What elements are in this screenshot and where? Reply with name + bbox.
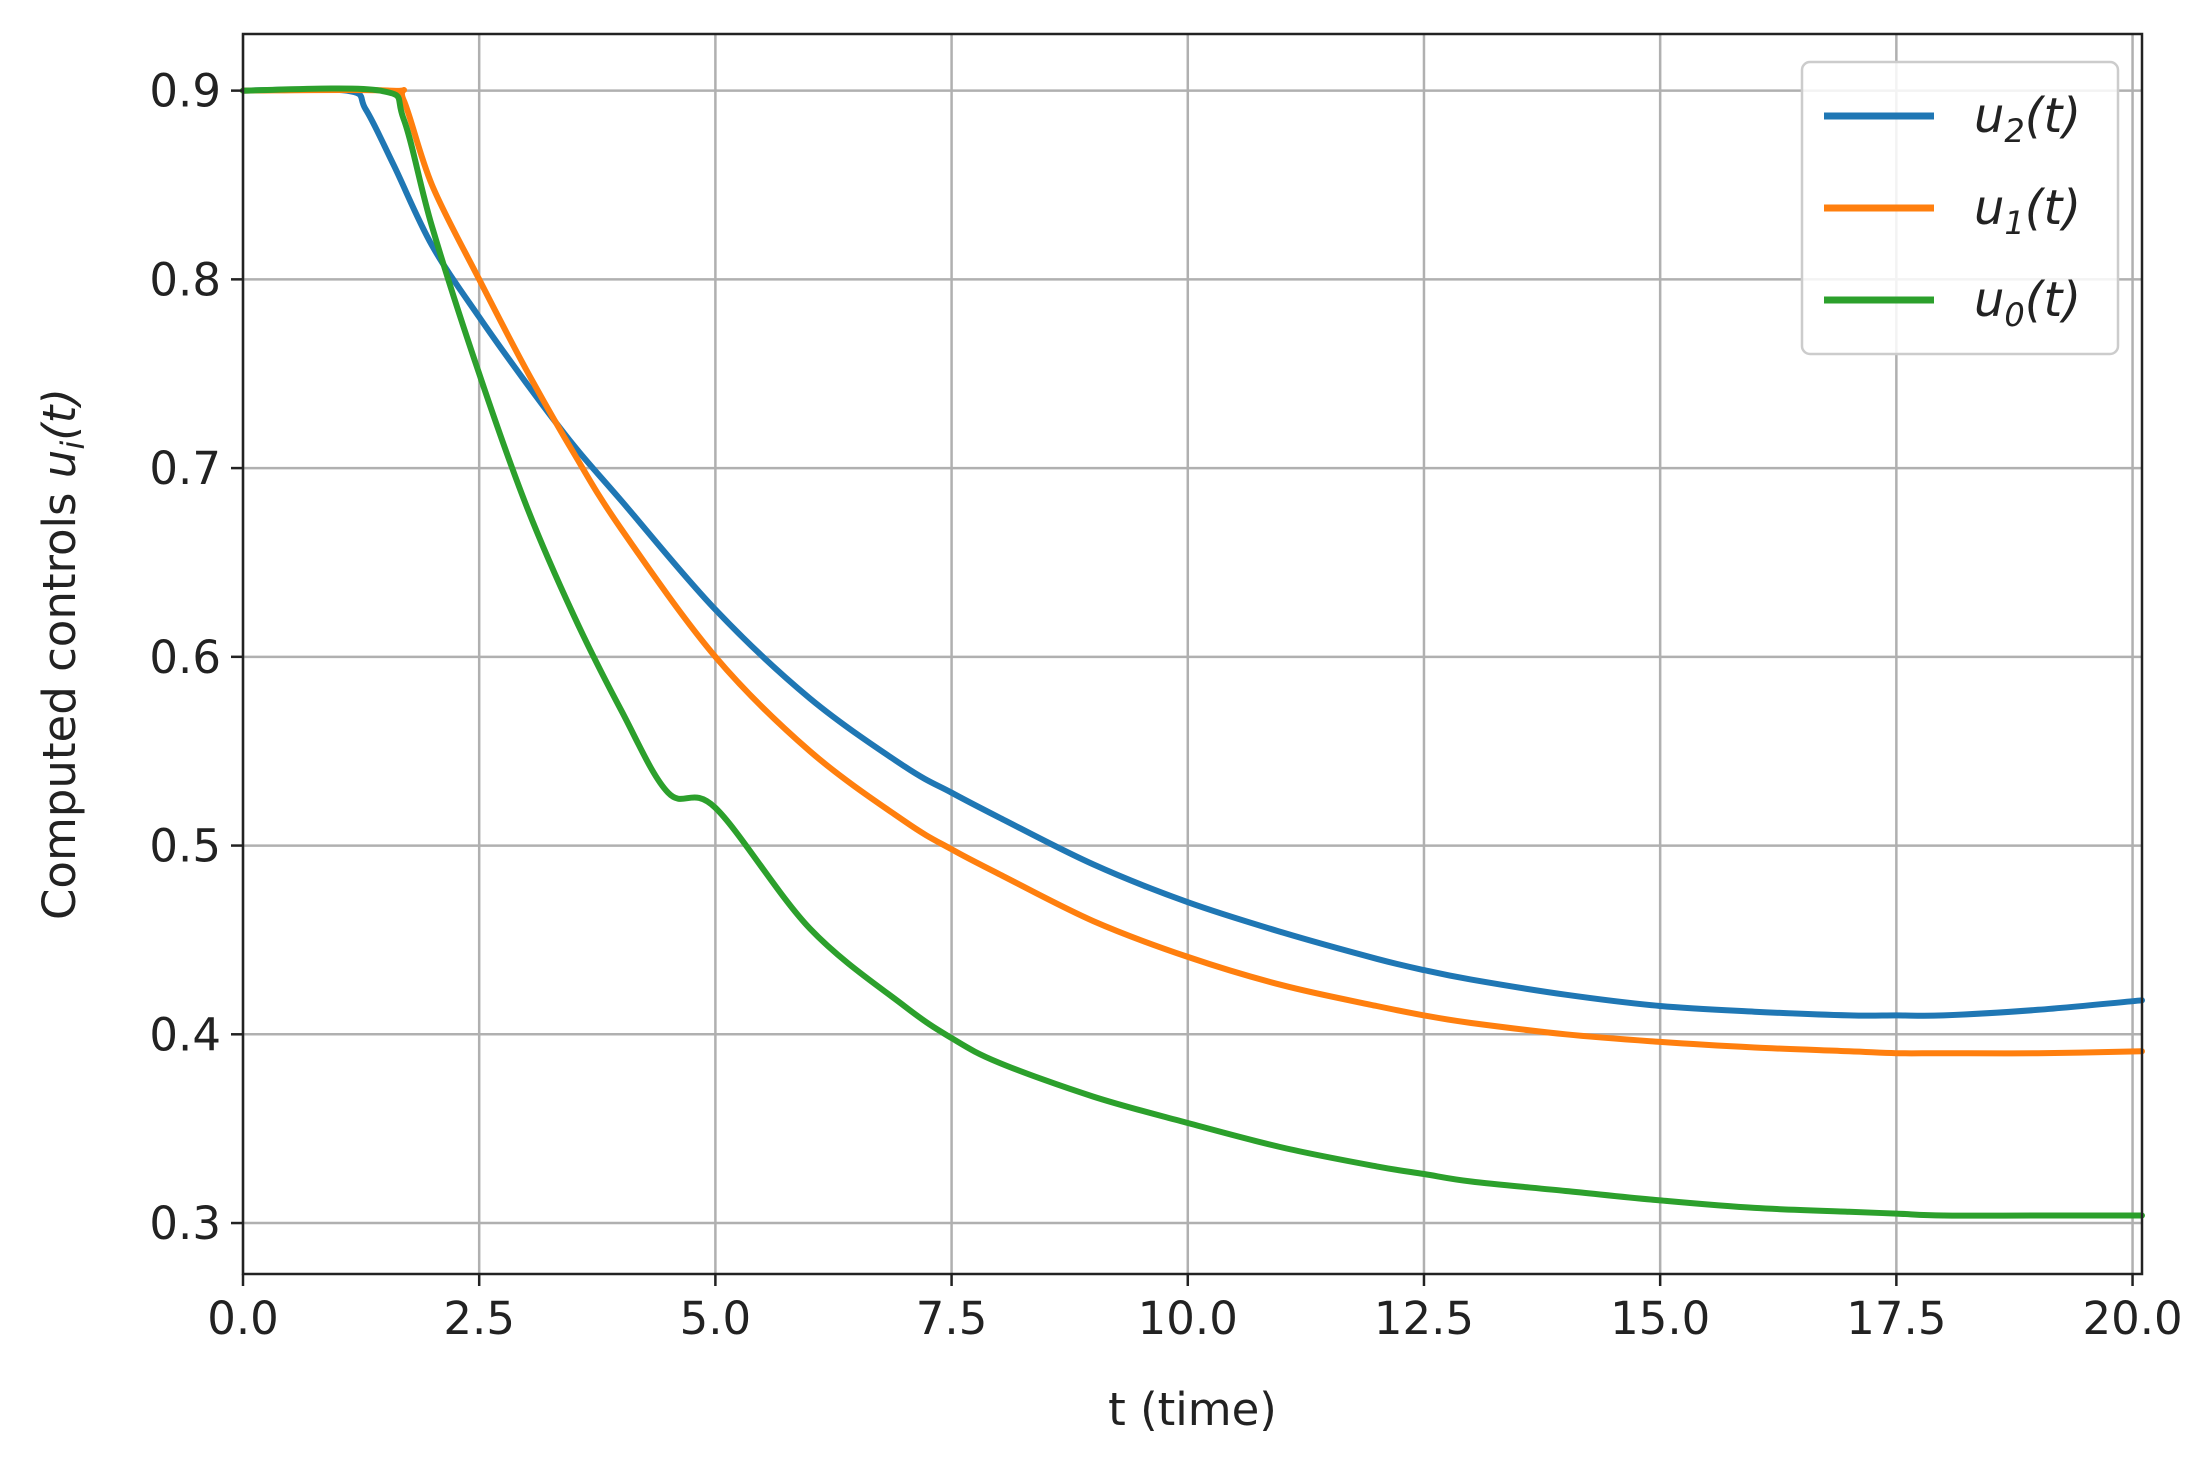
legend-box [1800, 60, 2120, 356]
y-axis-label-sub: i [54, 441, 92, 450]
legend-label: u2(t) [1974, 88, 2081, 150]
y-axis: 0.3 0.4 0.5 0.6 0.7 0.8 0.9 [149, 65, 243, 1250]
series-line-u2 [240, 86, 2145, 1019]
x-tick-label: 20.0 [2082, 1292, 2182, 1345]
plot-frame [241, 32, 2144, 1276]
x-tick-label: 15.0 [1610, 1292, 1710, 1345]
x-axis-label: t (time) [1108, 1383, 1277, 1436]
x-tick-label: 12.5 [1374, 1292, 1474, 1345]
y-tick-label: 0.7 [149, 442, 221, 495]
y-tick-label: 0.5 [149, 820, 221, 873]
legend: u2(t) u1(t) u0(t) [1800, 60, 2120, 356]
legend-label: u1(t) [1974, 180, 2081, 242]
x-tick-label: 10.0 [1138, 1292, 1238, 1345]
y-axis-label: Computed controls ui(t) [33, 388, 92, 920]
series-line-u0 [240, 85, 2145, 1219]
series-line-u1 [240, 86, 2145, 1057]
y-axis-label-var: u [33, 450, 86, 479]
x-tick-label: 5.0 [680, 1292, 752, 1345]
y-axis-label-text: Computed controls [33, 478, 86, 920]
x-axis: 0.0 2.5 5.0 7.5 10.0 12.5 15.0 17.5 20.0 [207, 1274, 2183, 1345]
y-axis-label-tail: (t) [33, 388, 86, 441]
x-tick-label: 17.5 [1846, 1292, 1946, 1345]
x-tick-label: 7.5 [916, 1292, 988, 1345]
y-tick-label: 0.4 [149, 1008, 221, 1061]
x-tick-label: 2.5 [443, 1292, 515, 1345]
y-tick-label: 0.8 [149, 253, 221, 306]
y-tick-label: 0.3 [149, 1197, 221, 1250]
y-tick-label: 0.9 [149, 65, 221, 118]
x-tick-label: 0.0 [207, 1292, 279, 1345]
y-tick-label: 0.6 [149, 631, 221, 684]
series-layer [240, 85, 2145, 1219]
legend-label: u0(t) [1974, 272, 2081, 334]
